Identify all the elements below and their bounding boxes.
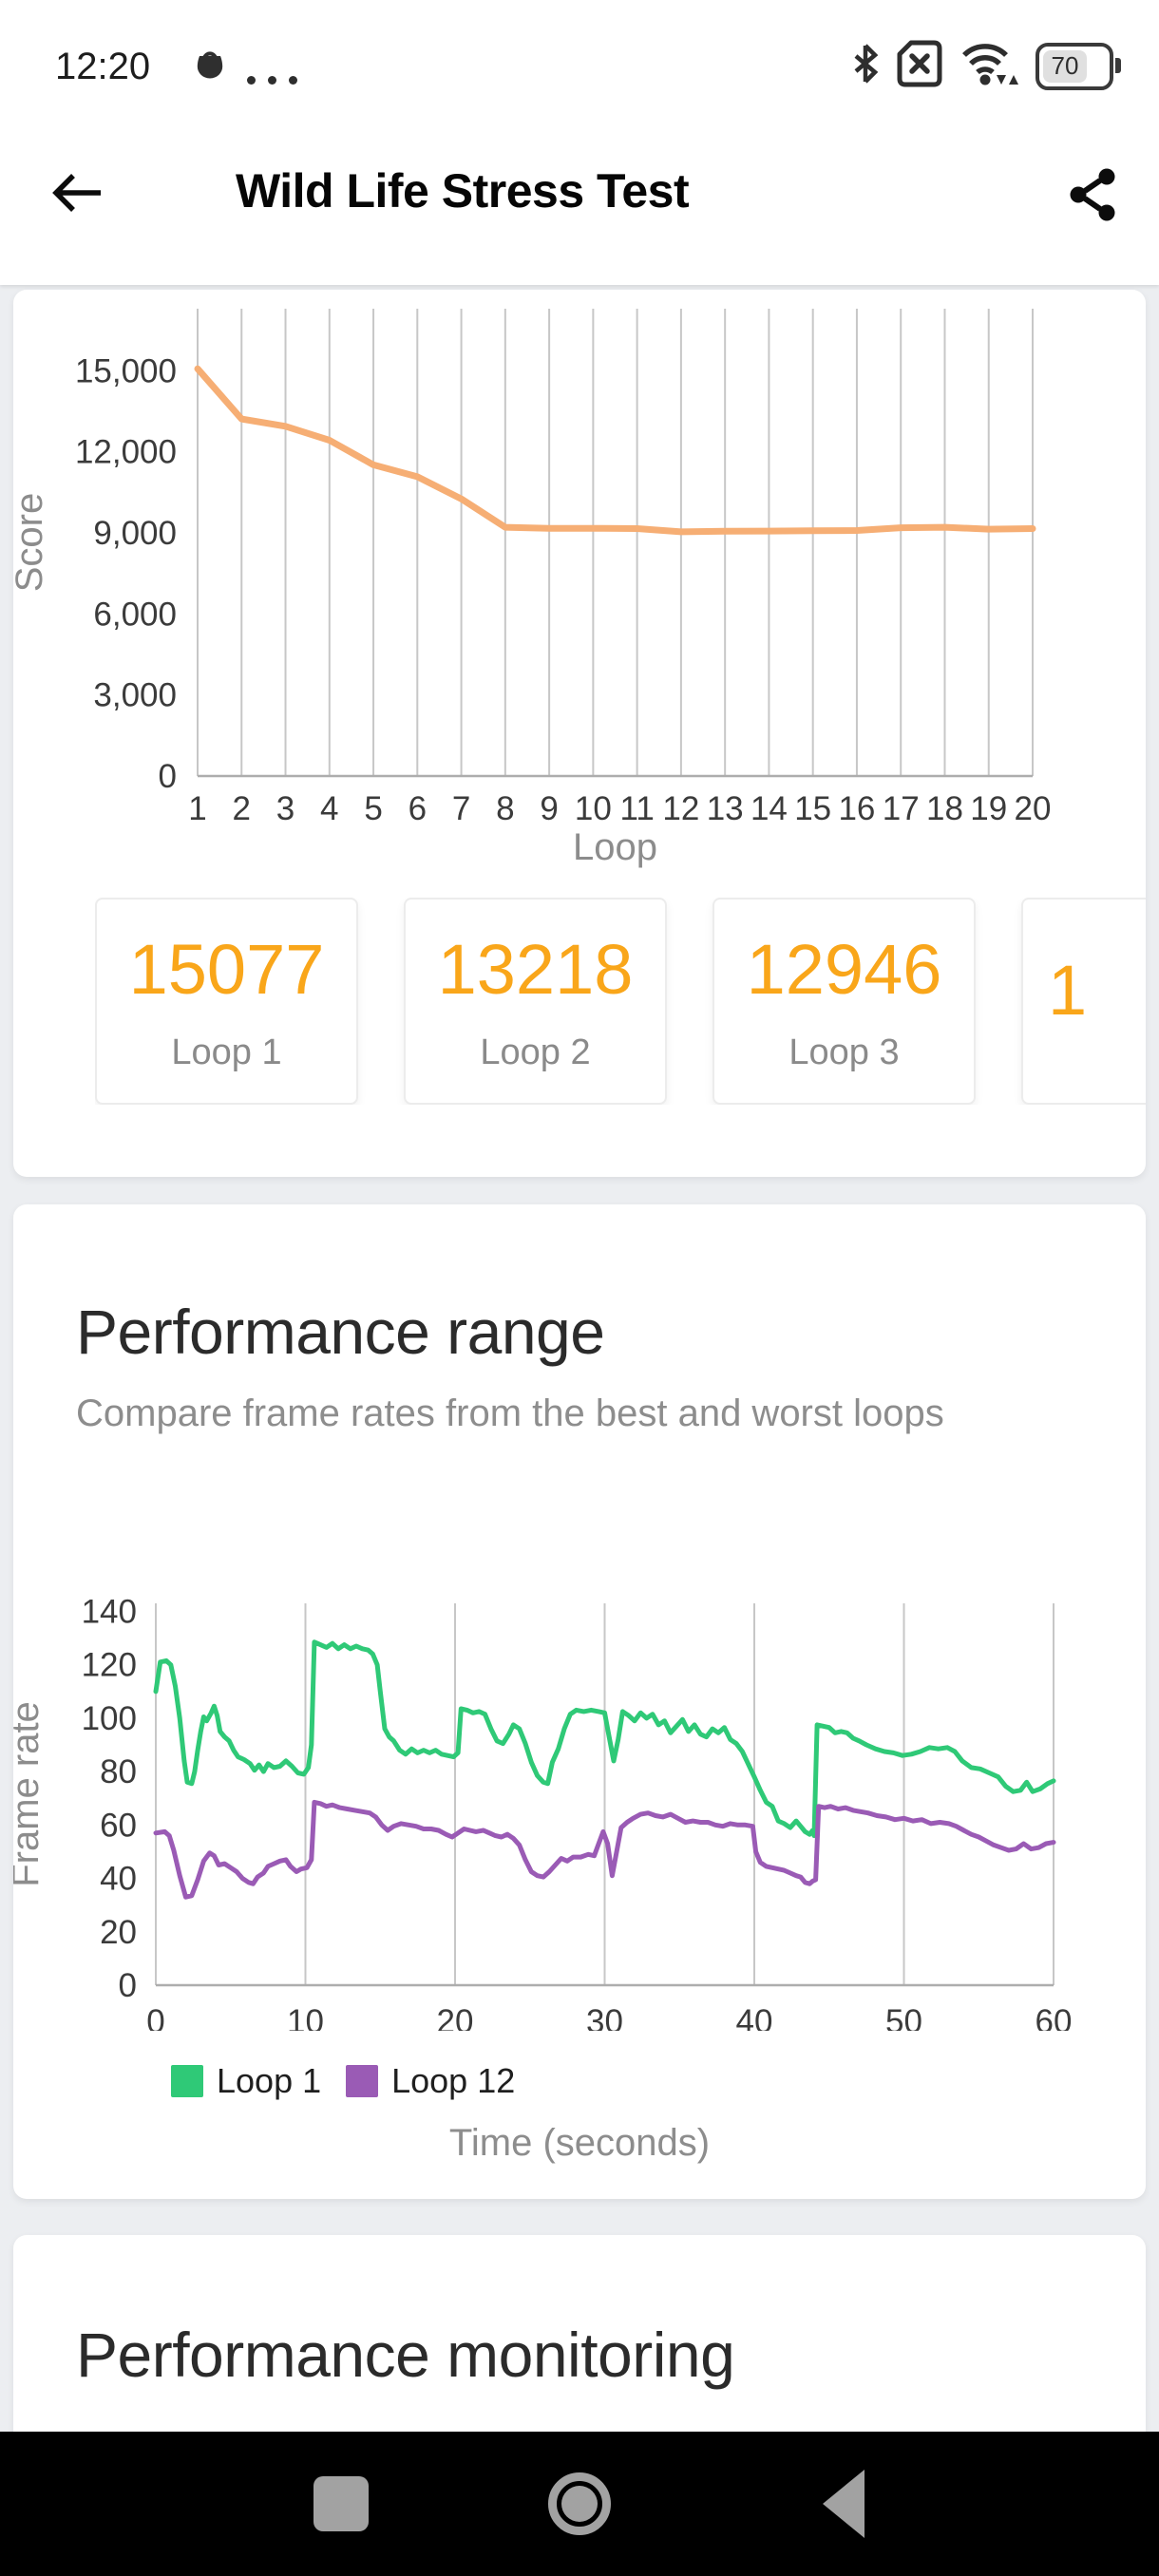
svg-text:80: 80 [100,1753,137,1790]
legend-item: Loop 12 [346,2061,515,2101]
more-notifications-dots [247,76,297,85]
clock: 12:20 [55,46,151,87]
svg-text:2: 2 [233,790,251,827]
home-icon [548,2472,611,2535]
score-card: 12946 Loop 3 [712,898,976,1105]
section-subtitle: Compare frame rates from the best and wo… [76,1392,944,1434]
svg-text:50: 50 [885,2003,922,2031]
section-title: Performance monitoring [76,2320,735,2390]
svg-text:Loop: Loop [573,826,657,868]
bluetooth-icon [852,43,879,89]
svg-text:18: 18 [926,790,963,827]
svg-text:10: 10 [287,2003,324,2031]
svg-text:11: 11 [619,790,654,827]
x-axis-title: Time (seconds) [448,2122,711,2164]
legend-swatch-icon [346,2065,379,2097]
sim-missing-icon [895,38,944,94]
performance-range-chart: 0 20 40 60 80 100 120 140 0 10 20 30 40 50 60 Frame rat… [13,1593,1073,2031]
svg-text:16: 16 [838,790,875,827]
share-button[interactable] [1068,167,1117,225]
svg-text:15,000: 15,000 [75,352,177,389]
svg-text:1: 1 [188,790,206,827]
loop-score-label: Loop 3 [788,1032,900,1072]
navigation-bar [0,2432,1159,2576]
wifi-icon [960,39,1019,93]
battery-icon: 70 [1036,42,1121,90]
status-bar: 12:20 [0,0,1159,95]
svg-text:8: 8 [496,790,514,827]
svg-text:Frame rate: Frame rate [13,1701,47,1887]
chart-legend: Loop 1 Loop 12 [171,2061,1146,2100]
score-cards-row: 15077 Loop 1 13218 Loop 2 12946 Loop 3 1 [95,898,1146,1105]
svg-text:20: 20 [1015,790,1052,827]
svg-text:120: 120 [82,1647,137,1684]
page-title: Wild Life Stress Test [236,164,690,218]
svg-text:30: 30 [586,2003,623,2031]
svg-text:6,000: 6,000 [93,596,177,633]
top-white-area [0,0,1159,285]
app-bar: Wild Life Stress Test [0,95,1159,285]
svg-text:20: 20 [437,2003,474,2031]
home-button[interactable] [548,2472,611,2535]
bag-notification-icon [194,46,226,88]
nav-back-button[interactable] [823,2470,864,2538]
legend-item: Loop 1 [171,2061,321,2101]
recents-button[interactable] [314,2476,369,2531]
legend-label: Loop 1 [217,2061,322,2100]
svg-text:100: 100 [82,1700,137,1737]
performance-range-card: Performance range Compare frame rates fr… [13,1204,1146,2199]
svg-text:60: 60 [1036,2003,1073,2031]
loop-score-label: Loop 1 [171,1032,282,1072]
svg-text:3: 3 [276,790,294,827]
legend-label: Loop 12 [391,2061,516,2100]
svg-text:40: 40 [736,2003,773,2031]
svg-text:12: 12 [662,790,699,827]
svg-text:60: 60 [100,1807,137,1844]
svg-text:14: 14 [750,790,788,827]
svg-text:10: 10 [575,790,612,827]
svg-text:Score: Score [13,493,50,593]
loop-score-value: 15077 [128,930,325,1009]
back-button[interactable] [49,171,104,218]
svg-text:6: 6 [408,790,427,827]
svg-text:9,000: 9,000 [93,515,177,552]
loop-score-value: 13218 [437,930,634,1009]
back-arrow-icon [49,174,104,218]
svg-text:40: 40 [100,1861,137,1898]
svg-text:13: 13 [707,790,744,827]
svg-text:140: 140 [82,1593,137,1630]
svg-text:12,000: 12,000 [75,434,177,471]
loop-score-value: 12946 [746,930,942,1009]
score-card: 1 [1021,898,1146,1105]
legend-swatch-icon [171,2065,203,2097]
loop-score-label: Loop 2 [480,1032,591,1072]
svg-text:17: 17 [883,790,920,827]
battery-percent: 70 [1043,49,1087,83]
svg-text:0: 0 [159,758,177,795]
nav-back-icon [823,2470,864,2538]
svg-text:19: 19 [970,790,1007,827]
results-card: 0 3,000 6,000 9,000 12,000 15,000 1 2 3 4 5 6 7 8 9 10 1… [13,290,1146,1177]
section-title: Performance range [76,1297,605,1367]
recents-icon [314,2476,369,2531]
svg-text:3,000: 3,000 [93,677,177,714]
battery-nub [1115,57,1121,73]
loop-score-value: 1 [1048,950,1088,1030]
share-icon [1068,168,1117,225]
svg-text:4: 4 [320,790,338,827]
svg-text:0: 0 [146,2003,164,2031]
score-card: 13218 Loop 2 [404,898,667,1105]
svg-text:15: 15 [794,790,831,827]
svg-text:9: 9 [540,790,558,827]
svg-text:5: 5 [364,790,382,827]
svg-text:7: 7 [452,790,470,827]
status-icons: 70 [852,38,1121,94]
svg-text:0: 0 [119,1967,137,2004]
svg-text:20: 20 [100,1914,137,1951]
score-card: 15077 Loop 1 [95,898,358,1105]
